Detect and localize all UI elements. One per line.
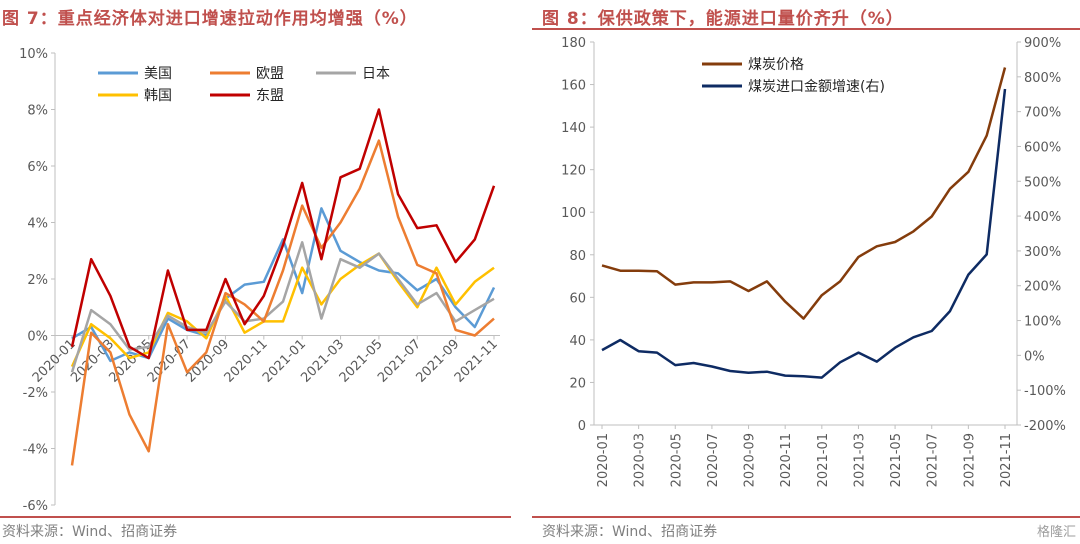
y-tick-label: -4% [23,443,48,458]
left-figure-title: 图 7：重点经济体对进口增速拉动作用均增强（%） [2,9,418,29]
legend-label: 日本 [362,66,390,82]
y-right-tick-label: 100% [1024,315,1061,330]
y-right-tick-label: 700% [1024,106,1061,121]
right-figure-title: 图 8：保供政策下，能源进口量价齐升（%） [542,9,904,29]
left-figure-panel: 图 7：重点经济体对进口增速拉动作用均增强（%） -6% -4% -2% 0% 2% 4%… [0,0,520,544]
x-tick-label: 2021-11 [999,433,1014,487]
series-line-日本 [70,241,495,373]
x-tick-label: 2020-03 [633,433,648,487]
y-tick-label: 6% [27,160,48,175]
right-source-note: 资料来源：Wind、招商证券 [542,524,718,540]
x-tick-label: 2021-07 [926,433,941,487]
y-right-tick-label: 500% [1024,175,1061,190]
y-tick-label: -6% [23,499,48,514]
right-title-rule [532,28,1080,30]
y-right-tick-label: 800% [1024,71,1061,86]
y-tick-label: 2% [27,273,48,288]
x-tick-label: 2020-07 [706,433,721,487]
y-tick-label: 8% [27,104,48,119]
y-right-tick-label: 600% [1024,140,1061,155]
series-line-煤炭进口金额增速(右) [601,88,1007,379]
legend-label: 欧盟 [256,66,284,82]
series-line-东盟 [70,108,496,360]
y-right-tick-label: 0% [1024,349,1045,364]
left-bottom-rule [0,516,511,518]
y-right-tick-label: 900% [1024,36,1061,51]
x-tick-label: 2020-05 [669,433,684,487]
y-tick-label: 10% [19,47,48,62]
x-tick-label: 2021-09 [962,433,977,487]
left-source-note: 资料来源：Wind、招商证券 [2,524,178,540]
right-bottom-rule [532,516,1080,518]
legend-label: 煤炭价格 [748,57,804,73]
legend-label: 美国 [144,66,172,82]
series-line-欧盟 [70,139,495,466]
y-left-tick-label: 20 [569,376,586,391]
right-figure-panel: 图 8：保供政策下，能源进口量价齐升（%） 0 20 40 60 80 100 120 140… [532,0,1080,544]
watermark-logo: 格隆汇 [1036,525,1076,540]
y-tick-label: 4% [27,217,48,232]
x-tick-label: 2021-03 [852,433,867,487]
y-left-tick-label: 80 [569,249,586,264]
y-right-tick-label: 200% [1024,280,1061,295]
y-left-tick-label: 0 [578,419,586,434]
y-left-tick-label: 120 [561,164,586,179]
y-left-tick-label: 60 [569,291,586,306]
y-right-tick-label: 400% [1024,210,1061,225]
y-left-tick-label: 100 [561,206,586,221]
y-tick-label: 0% [27,330,48,345]
x-tick-label: 2020-09 [743,433,758,487]
x-tick-label: 2020-01 [596,433,611,487]
y-left-tick-label: 180 [561,36,586,51]
series-line-煤炭价格 [601,67,1007,320]
right-chart: 0 20 40 60 80 100 120 140 160 180 -200% -100% 0% 100%… [561,36,1066,487]
y-right-tick-label: -200% [1024,419,1066,434]
legend-label: 东盟 [256,88,284,104]
left-chart: -6%-4%-2%0%2%4%6%8%10%2020-012020-032020… [19,47,501,514]
y-right-tick-label: 300% [1024,245,1061,260]
y-left-tick-label: 140 [561,121,586,136]
x-tick-label: 2020-11 [779,433,794,487]
y-left-tick-label: 160 [561,79,586,94]
x-tick-label: 2021-05 [889,433,904,487]
y-left-tick-label: 40 [569,334,586,349]
x-tick-label: 2021-01 [816,433,831,487]
legend-label: 韩国 [144,88,172,104]
series-line-美国 [71,207,496,363]
y-tick-label: -2% [23,386,48,401]
y-right-tick-label: -100% [1024,384,1066,399]
legend-label: 煤炭进口金额增速(右) [748,79,885,95]
